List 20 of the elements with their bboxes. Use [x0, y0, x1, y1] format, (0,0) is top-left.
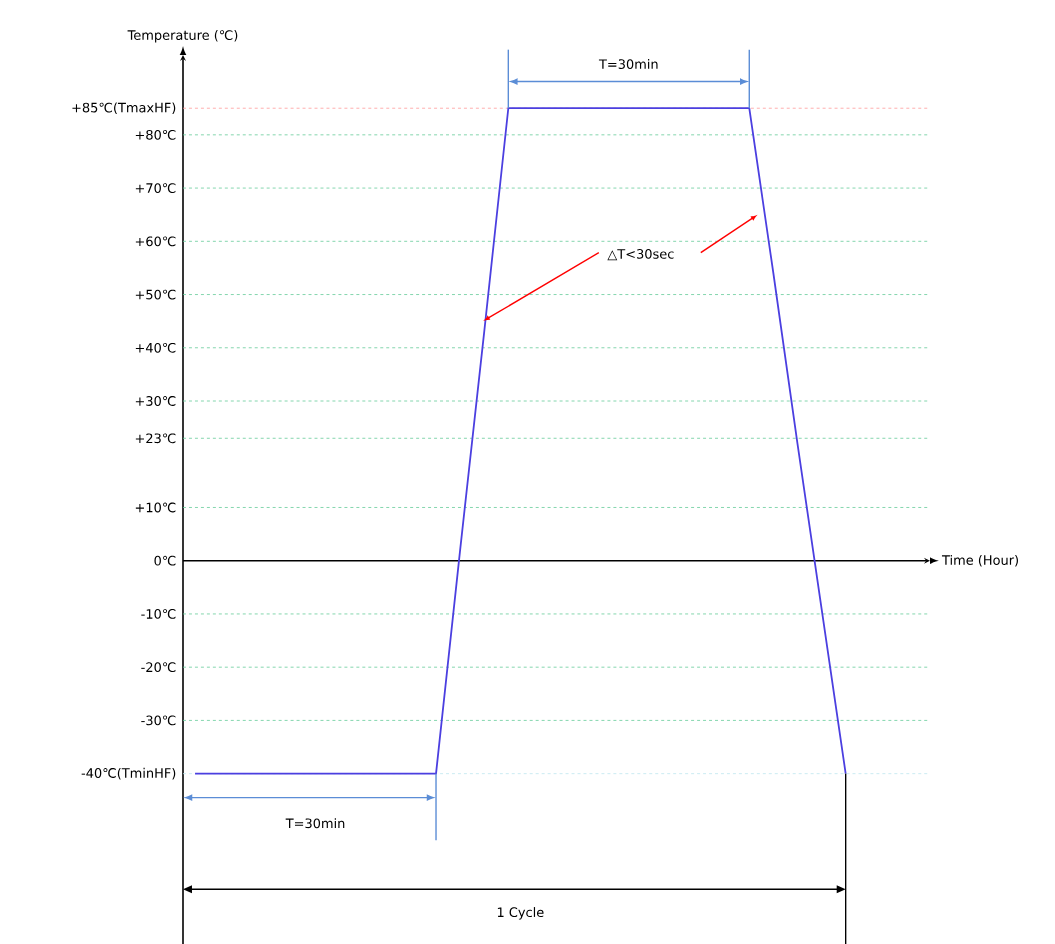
- x-axis-title: Time (Hour): [941, 554, 1018, 567]
- annotation: 1 Cycle: [497, 907, 544, 920]
- y-tick-label: 0℃: [154, 555, 176, 566]
- annotation: T=30min: [285, 818, 345, 829]
- y-tick-label: -20℃: [141, 662, 176, 673]
- y-tick-label: +30℃: [135, 396, 176, 406]
- y-tick-label: +23℃: [135, 433, 176, 444]
- y-tick-label: +10℃: [135, 502, 176, 513]
- y-tick-label: -30℃: [141, 715, 176, 726]
- annotation: T=30min: [598, 59, 658, 70]
- y-tick-label: +50℃: [135, 289, 176, 300]
- y-tick-label: +85℃(TmaxHF): [72, 102, 176, 114]
- y-tick-label: -40℃(TminHF): [81, 767, 176, 780]
- y-tick-label: +70℃: [135, 183, 176, 193]
- annotation: △T<30sec: [607, 249, 674, 261]
- y-tick-label: +80℃: [135, 129, 176, 140]
- y-tick-label: +40℃: [135, 342, 176, 353]
- y-axis-title: Temperature (℃): [127, 29, 238, 43]
- y-tick-label: +60℃: [135, 236, 176, 247]
- y-tick-label: -10℃: [141, 609, 176, 619]
